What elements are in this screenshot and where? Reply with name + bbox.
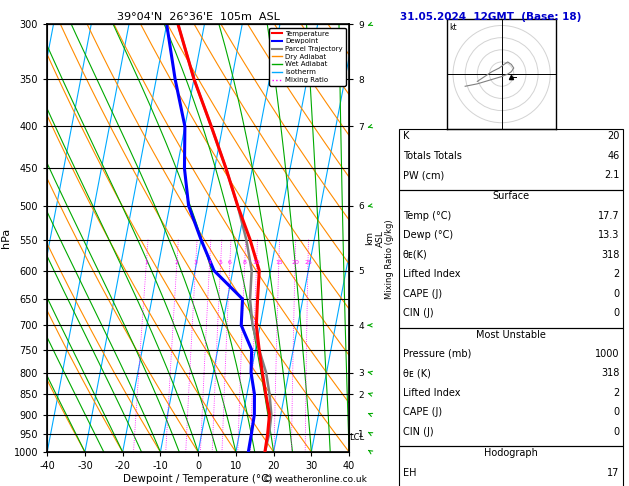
- Text: 1000: 1000: [595, 349, 620, 359]
- Text: Most Unstable: Most Unstable: [476, 330, 546, 340]
- Text: 318: 318: [601, 368, 620, 379]
- Text: PW (cm): PW (cm): [403, 170, 444, 180]
- Text: 31.05.2024  12GMT  (Base: 18): 31.05.2024 12GMT (Base: 18): [400, 12, 581, 22]
- Text: 15: 15: [275, 260, 282, 264]
- Text: 6: 6: [228, 260, 231, 264]
- Text: CIN (J): CIN (J): [403, 308, 433, 318]
- Text: kt: kt: [449, 23, 457, 32]
- Text: 2.1: 2.1: [604, 170, 620, 180]
- X-axis label: Dewpoint / Temperature (°C): Dewpoint / Temperature (°C): [123, 474, 273, 484]
- Text: Hodograph: Hodograph: [484, 448, 538, 458]
- Legend: Temperature, Dewpoint, Parcel Trajectory, Dry Adiabat, Wet Adiabat, Isotherm, Mi: Temperature, Dewpoint, Parcel Trajectory…: [269, 28, 345, 86]
- Text: 318: 318: [601, 250, 620, 260]
- Text: 20: 20: [607, 131, 620, 141]
- Text: Pressure (mb): Pressure (mb): [403, 349, 471, 359]
- Text: 1: 1: [144, 260, 148, 264]
- Text: 13.3: 13.3: [598, 230, 620, 241]
- Y-axis label: km
ASL: km ASL: [365, 230, 385, 246]
- Text: CIN (J): CIN (J): [403, 427, 433, 437]
- Text: CAPE (J): CAPE (J): [403, 289, 442, 299]
- Text: 5: 5: [219, 260, 223, 264]
- Text: 17.7: 17.7: [598, 211, 620, 221]
- Text: 46: 46: [608, 151, 620, 161]
- Text: 20: 20: [291, 260, 299, 264]
- Text: Mixing Ratio (g/kg): Mixing Ratio (g/kg): [386, 220, 394, 299]
- Text: 0: 0: [613, 427, 620, 437]
- Text: 4: 4: [208, 260, 211, 264]
- Text: 2: 2: [175, 260, 179, 264]
- Text: Lifted Index: Lifted Index: [403, 269, 460, 279]
- Text: K: K: [403, 131, 409, 141]
- Text: Lifted Index: Lifted Index: [403, 388, 460, 398]
- Text: CAPE (J): CAPE (J): [403, 407, 442, 417]
- Text: θᴇ (K): θᴇ (K): [403, 368, 430, 379]
- Text: Totals Totals: Totals Totals: [403, 151, 462, 161]
- Text: θᴇ(K): θᴇ(K): [403, 250, 427, 260]
- Title: 39°04'N  26°36'E  105m  ASL: 39°04'N 26°36'E 105m ASL: [117, 12, 279, 22]
- Text: 0: 0: [613, 289, 620, 299]
- Text: 10: 10: [253, 260, 260, 264]
- Text: Dewp (°C): Dewp (°C): [403, 230, 453, 241]
- Text: 17: 17: [607, 468, 620, 478]
- Text: Surface: Surface: [493, 191, 530, 202]
- Text: Temp (°C): Temp (°C): [403, 211, 451, 221]
- Text: 8: 8: [243, 260, 247, 264]
- Text: EH: EH: [403, 468, 416, 478]
- Text: 2: 2: [613, 388, 620, 398]
- Text: 25: 25: [304, 260, 312, 264]
- Text: 2: 2: [613, 269, 620, 279]
- Text: LCL: LCL: [349, 433, 364, 442]
- Text: 0: 0: [613, 308, 620, 318]
- Text: © weatheronline.co.uk: © weatheronline.co.uk: [262, 474, 367, 484]
- Text: 3: 3: [194, 260, 198, 264]
- Y-axis label: hPa: hPa: [1, 228, 11, 248]
- Text: 0: 0: [613, 407, 620, 417]
